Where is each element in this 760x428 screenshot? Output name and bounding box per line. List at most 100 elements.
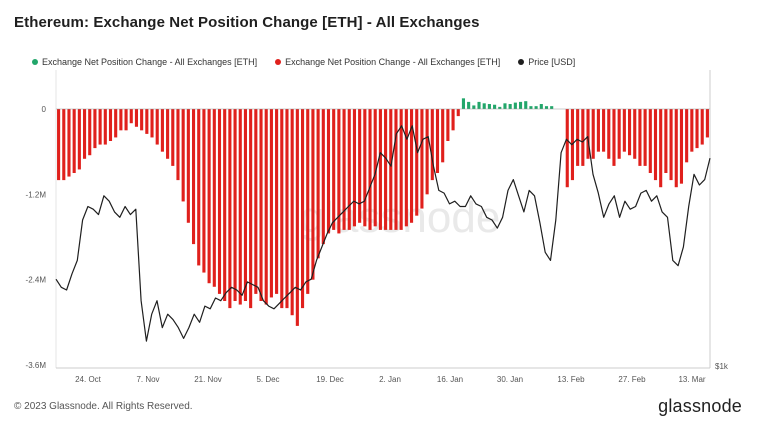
- x-tick-label: 13. Mar: [678, 375, 705, 384]
- bar: [539, 104, 543, 109]
- bar: [176, 109, 180, 181]
- bar: [441, 109, 445, 163]
- x-tick-label: 2. Jan: [379, 375, 401, 384]
- bar: [363, 109, 367, 227]
- bar: [659, 109, 663, 188]
- bar: [186, 109, 190, 223]
- bar: [518, 101, 523, 109]
- bar: [409, 109, 414, 223]
- bar: [446, 109, 450, 141]
- bar: [477, 101, 481, 109]
- bar: [264, 109, 268, 305]
- legend: Exchange Net Position Change - All Excha…: [32, 57, 575, 67]
- y-tick-label: 0: [42, 105, 47, 114]
- legend-item-positive[interactable]: Exchange Net Position Change - All Excha…: [32, 57, 257, 67]
- bar: [82, 109, 87, 159]
- bar: [93, 109, 97, 149]
- x-tick-label: 7. Nov: [136, 375, 159, 384]
- bar: [306, 109, 310, 294]
- bar: [145, 109, 149, 134]
- bar: [316, 109, 320, 259]
- x-tick-label: 16. Jan: [437, 375, 463, 384]
- bar: [435, 109, 440, 173]
- bar: [612, 109, 616, 166]
- bar: [430, 109, 434, 181]
- bar: [223, 109, 227, 301]
- legend-item-negative[interactable]: Exchange Net Position Change - All Excha…: [275, 57, 500, 67]
- bar: [300, 109, 305, 309]
- bar: [415, 109, 419, 216]
- bar: [368, 109, 372, 230]
- bar: [212, 109, 216, 287]
- bar: [404, 109, 408, 227]
- bar: [155, 109, 159, 145]
- copyright: © 2023 Glassnode. All Rights Reserved.: [14, 401, 193, 412]
- bar: [389, 109, 393, 230]
- bar: [581, 109, 585, 166]
- bar: [150, 109, 154, 138]
- x-tick-label: 24. Oct: [75, 375, 102, 384]
- chart-title: Ethereum: Exchange Net Position Change […: [14, 14, 480, 31]
- bar: [534, 106, 538, 109]
- legend-dot-black: [518, 59, 525, 65]
- bar: [695, 109, 699, 149]
- legend-item-price[interactable]: Price [USD]: [518, 57, 575, 67]
- bar: [550, 106, 554, 109]
- bar: [493, 104, 497, 109]
- bar: [394, 109, 398, 230]
- bar: [88, 109, 92, 156]
- bar: [679, 109, 684, 184]
- bar: [627, 109, 632, 156]
- bar: [72, 109, 76, 173]
- bar: [98, 109, 102, 145]
- legend-label: Exchange Net Position Change - All Excha…: [285, 57, 501, 67]
- bar: [591, 109, 595, 159]
- bar: [633, 109, 637, 159]
- bar: [352, 109, 357, 227]
- brand-logo: glassnode: [658, 396, 742, 416]
- bar: [114, 109, 118, 138]
- bar: [544, 106, 549, 109]
- x-tick-label: 19. Dec: [316, 375, 344, 384]
- legend-label: Price [USD]: [528, 57, 576, 67]
- bar: [207, 109, 211, 284]
- bar: [643, 109, 647, 166]
- bar: [503, 103, 507, 109]
- bar: [622, 109, 626, 152]
- bar: [425, 109, 429, 195]
- bar: [508, 104, 512, 109]
- bar: [565, 109, 569, 188]
- bar: [467, 101, 471, 109]
- bar: [337, 109, 341, 234]
- bar: [378, 109, 382, 230]
- bar: [705, 109, 709, 138]
- y-tick-label: -2.4M: [26, 276, 47, 285]
- bar: [108, 109, 113, 141]
- bar: [67, 109, 71, 177]
- bar: [160, 109, 164, 152]
- bar: [249, 109, 253, 309]
- bar: [674, 109, 678, 188]
- bar: [456, 109, 460, 117]
- bar: [373, 109, 377, 227]
- bar: [472, 105, 476, 109]
- bar: [124, 109, 128, 131]
- bar: [617, 109, 621, 159]
- bar: [420, 109, 424, 209]
- legend-label: Exchange Net Position Change - All Excha…: [42, 57, 258, 67]
- bar: [321, 109, 325, 245]
- bar: [487, 104, 491, 109]
- bar: [290, 109, 294, 316]
- bar: [482, 103, 486, 109]
- bar: [524, 101, 528, 109]
- x-tick-label: 5. Dec: [256, 375, 279, 384]
- bar: [342, 109, 346, 230]
- bar: [202, 109, 206, 273]
- bar: [217, 109, 222, 294]
- bar: [280, 109, 284, 309]
- bar: [191, 109, 196, 245]
- bar: [399, 109, 403, 230]
- bar: [134, 109, 139, 127]
- x-tick-label: 13. Feb: [557, 375, 585, 384]
